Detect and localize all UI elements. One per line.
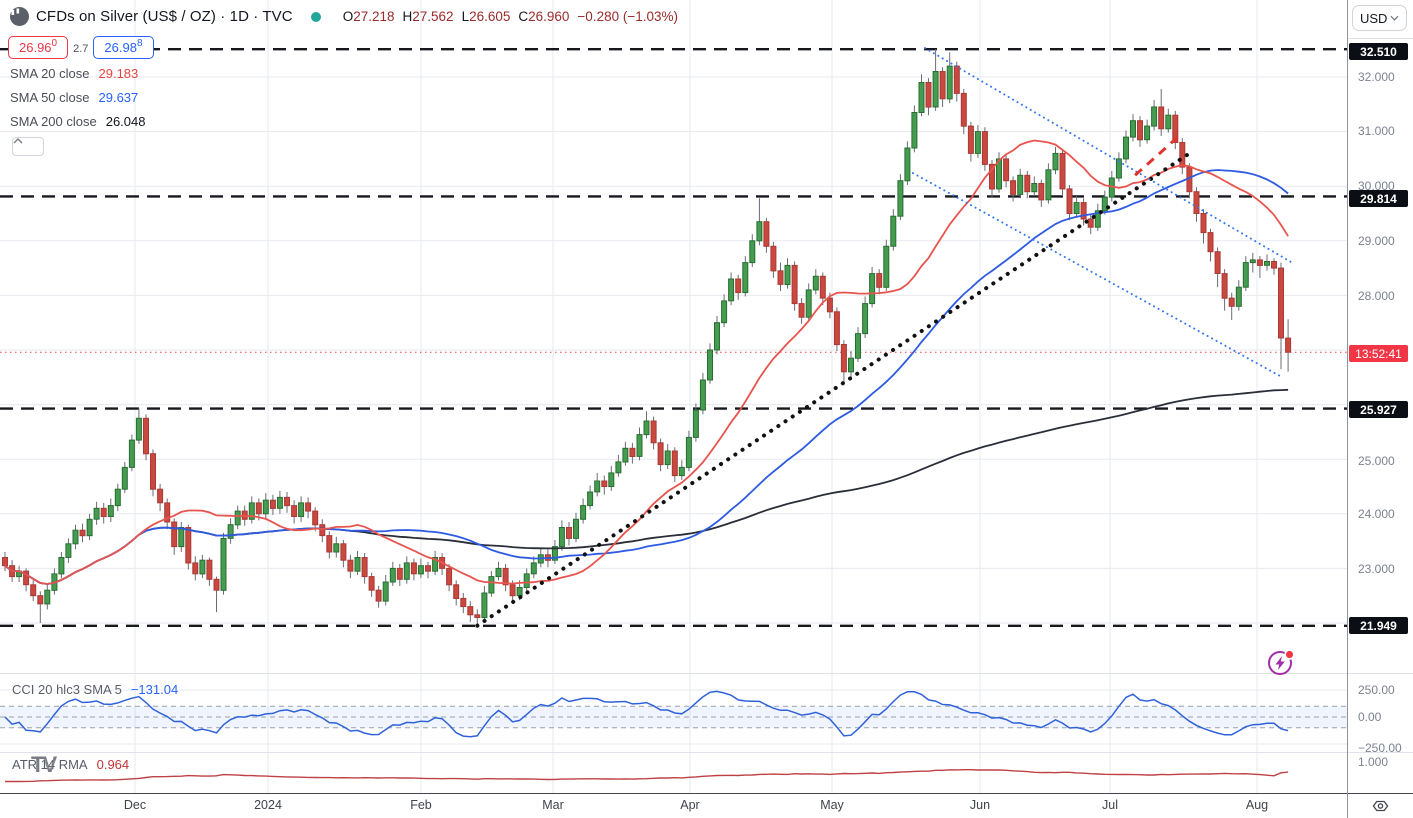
high-label: H (402, 9, 413, 24)
sell-button[interactable]: 26.96 0 (8, 36, 69, 59)
close-value: 26.960 (528, 9, 570, 24)
pane-divider[interactable] (0, 752, 1413, 753)
time-label: Mar (542, 798, 564, 812)
price-tick: 25.000 (1358, 454, 1395, 468)
high-value: 27.562 (412, 9, 454, 24)
chevron-up-icon (13, 138, 23, 144)
time-label: 2024 (254, 798, 282, 812)
chart-header: CFDs on Silver (US$ / OZ) · 1D · TVC O27… (10, 7, 678, 26)
change-value: −0.280 (−1.03%) (577, 9, 678, 24)
sma50-label: SMA 50 close (10, 90, 90, 105)
lightning-icon (1275, 656, 1285, 670)
axis-corner (1348, 794, 1413, 818)
open-label: O (342, 9, 354, 24)
collapse-legend-button[interactable] (12, 137, 44, 156)
notification-dot (1284, 649, 1295, 660)
pane-divider[interactable] (0, 673, 1413, 674)
time-axis[interactable]: Dec 2024 Feb Mar Apr May Jun Jul Aug (0, 794, 1347, 818)
symbol-title[interactable]: CFDs on Silver (US$ / OZ) · 1D · TVC (36, 8, 293, 25)
price-tick: 31.000 (1358, 124, 1395, 138)
price-tick: 24.000 (1358, 507, 1395, 521)
cci-label: CCI 20 hlc3 SMA 5 (12, 682, 122, 697)
cci-tick: −250.00 (1358, 741, 1402, 755)
time-axis-separator (0, 793, 1413, 794)
ohlc-values: O27.218 H27.562 L26.605 C26.960 −0.280 (… (335, 9, 678, 24)
time-label: May (820, 798, 844, 812)
atr-value: 0.964 (96, 757, 130, 772)
price-level-badge: 29.814 (1349, 190, 1408, 207)
market-status-icon[interactable] (310, 11, 321, 22)
cci-tick: 0.00 (1358, 710, 1382, 724)
spread-label: 2.7 (68, 43, 94, 55)
countdown-badge: 13:52:41 (1349, 345, 1408, 362)
axis-top-divider (1348, 38, 1413, 39)
atr-tick: 1.000 (1358, 755, 1389, 769)
close-label: C (518, 9, 529, 24)
time-label: Apr (680, 798, 700, 812)
axis-settings-icon[interactable] (1372, 799, 1389, 813)
low-value: 26.605 (469, 9, 511, 24)
price-tick: 30.000 (1358, 179, 1395, 193)
price-level-badge: 32.510 (1349, 43, 1408, 60)
candles-glyph (11, 8, 20, 15)
cci-legend-row[interactable]: CCI 20 hlc3 SMA 5 −131.04 (12, 682, 178, 697)
sma20-label: SMA 20 close (10, 66, 90, 81)
open-value: 27.218 (353, 9, 395, 24)
sma20-legend-row[interactable]: SMA 20 close 29.183 (10, 66, 138, 81)
price-tick: 28.000 (1358, 289, 1395, 303)
buy-button[interactable]: 26.98 8 (93, 36, 154, 59)
tradingview-watermark: TV (31, 752, 57, 777)
time-label: Dec (123, 798, 147, 812)
price-level-badge: 21.949 (1349, 617, 1408, 634)
time-label: Aug (1245, 798, 1269, 812)
low-label: L (461, 9, 470, 24)
price-tick: 29.000 (1358, 234, 1395, 248)
chevron-down-icon (1390, 15, 1399, 21)
price-level-badge: 25.927 (1349, 401, 1408, 418)
cci-value: −131.04 (130, 682, 179, 697)
sma200-label: SMA 200 close (10, 114, 97, 129)
flash-analysis-button[interactable] (1265, 647, 1297, 679)
cci-tick: 250.00 (1358, 683, 1395, 697)
sma50-value: 29.637 (98, 90, 139, 105)
circle-outline (1268, 651, 1292, 675)
price-axis[interactable]: USD 32.000 31.000 30.000 29.000 28.000 25.000… (1348, 0, 1413, 818)
price-axis-border (1347, 0, 1348, 818)
time-label: Jun (969, 798, 991, 812)
chart-region: CFDs on Silver (US$ / OZ) · 1D · TVC O27… (0, 0, 1347, 793)
sma20-value: 29.183 (98, 66, 139, 81)
sma200-legend-row[interactable]: SMA 200 close 26.048 (10, 114, 145, 129)
price-tick: 23.000 (1358, 562, 1395, 576)
atr-legend-row[interactable]: ATR 14 RMA 0.964 (12, 757, 129, 772)
time-label: Feb (410, 798, 432, 812)
sma200-value: 26.048 (105, 114, 146, 129)
price-tick: 32.000 (1358, 70, 1395, 84)
currency-dropdown[interactable]: USD (1352, 5, 1407, 31)
sma50-legend-row[interactable]: SMA 50 close 29.637 (10, 90, 138, 105)
time-label: Jul (1102, 798, 1118, 812)
currency-label: USD (1360, 10, 1388, 26)
quote-panel: 26.96 0 2.7 26.98 8 (8, 36, 154, 59)
atr-label: ATR 14 RMA (12, 757, 88, 772)
symbol-logo (10, 7, 29, 26)
